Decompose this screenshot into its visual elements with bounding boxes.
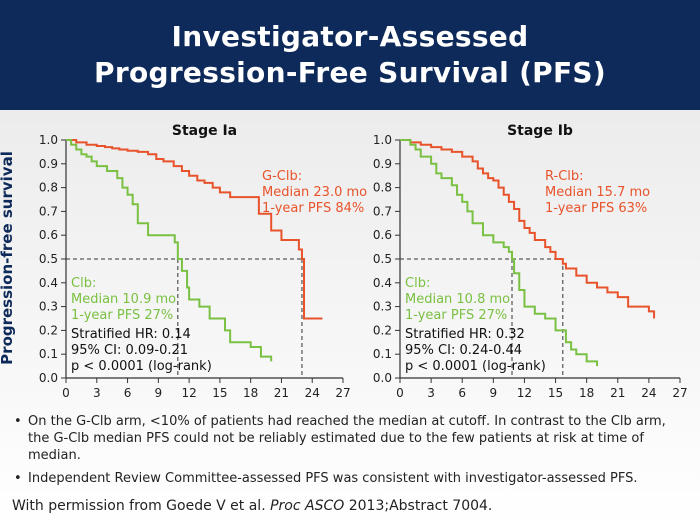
y-tick-label: 0.3 xyxy=(373,300,392,314)
y-tick-label: 0.4 xyxy=(39,276,58,290)
series-label: G-Clb: xyxy=(262,169,302,184)
x-tick-label: 15 xyxy=(212,386,227,400)
x-tick-label: 21 xyxy=(274,386,289,400)
stats-text: p < 0.0001 (log-rank) xyxy=(71,359,212,374)
x-tick-label: 0 xyxy=(396,386,404,400)
y-tick-label: 0.4 xyxy=(373,276,392,290)
y-tick-label: 0.5 xyxy=(373,252,392,266)
x-tick-label: 9 xyxy=(490,386,498,400)
x-tick-label: 0 xyxy=(62,386,70,400)
y-tick-label: 0.6 xyxy=(39,228,58,242)
x-tick-label: 12 xyxy=(517,386,532,400)
stats-text: 95% CI: 0.09-0.21 xyxy=(71,343,188,358)
y-tick-label: 0.6 xyxy=(373,228,392,242)
x-tick-label: 3 xyxy=(93,386,101,400)
x-tick-label: 6 xyxy=(458,386,466,400)
chart-title: Stage Ib xyxy=(507,123,573,139)
y-axis-label: Progression-free survival xyxy=(0,151,16,365)
slide-header: Investigator-Assessed Progression-Free S… xyxy=(0,0,700,110)
series-label: Median 15.7 mo xyxy=(545,185,650,200)
bullet-item-2: • Independent Review Committee-assessed … xyxy=(12,470,690,487)
y-tick-label: 0.7 xyxy=(373,204,392,218)
y-tick-label: 0.5 xyxy=(39,252,58,266)
y-tick-label: 0.9 xyxy=(39,157,58,171)
y-tick-label: 1.0 xyxy=(39,133,58,147)
x-tick-label: 24 xyxy=(641,386,656,400)
credit-suffix: 2013;Abstract 7004. xyxy=(344,498,493,514)
series-label: R-Clb: xyxy=(545,169,584,184)
credit-line: With permission from Goede V et al. Proc… xyxy=(12,498,492,514)
survival-curve-r-clb xyxy=(400,139,656,319)
series-label: Median 23.0 mo xyxy=(262,185,367,200)
survival-curve-clb xyxy=(66,139,273,362)
survival-curve-g-clb xyxy=(66,139,323,320)
y-tick-label: 0.8 xyxy=(373,181,392,195)
stats-text: Stratified HR: 0.32 xyxy=(405,327,525,342)
series-label: 1-year PFS 63% xyxy=(545,201,647,216)
slide-body xyxy=(0,110,700,525)
bullet-text-1: On the G-Clb arm, <10% of patients had r… xyxy=(28,414,666,463)
series-label: Clb: xyxy=(71,276,96,291)
series-label: 1-year PFS 27% xyxy=(405,308,507,323)
y-tick-label: 0.2 xyxy=(39,323,58,337)
x-tick-label: 18 xyxy=(243,386,258,400)
x-tick-label: 27 xyxy=(672,386,687,400)
bullet-dot-icon: • xyxy=(14,414,22,429)
x-tick-label: 21 xyxy=(610,386,625,400)
bullet-list: • On the G-Clb arm, <10% of patients had… xyxy=(12,413,690,493)
x-tick-label: 27 xyxy=(335,386,350,400)
x-tick-label: 9 xyxy=(155,386,163,400)
x-tick-label: 12 xyxy=(181,386,196,400)
series-label: Clb: xyxy=(405,276,430,291)
pfs-charts: Stage Ia 0.0 0.1 0.2 0.3 0.4 0.5 0.6 0.7 0.8 0.9 1.… xyxy=(39,123,688,400)
x-tick-label: 15 xyxy=(548,386,563,400)
y-tick-label: 0.0 xyxy=(39,371,58,385)
y-tick-label: 0.1 xyxy=(373,347,392,361)
survival-curve-clb xyxy=(400,139,599,367)
slide-title-line-1: Investigator-Assessed xyxy=(171,20,529,53)
chart-title: Stage Ia xyxy=(172,123,237,139)
chart-stage-ia: Stage Ia 0.0 0.1 0.2 0.3 0.4 0.5 0.6 0.7 0.8 0.9 1.… xyxy=(39,123,367,400)
x-tick-label: 3 xyxy=(427,386,435,400)
y-tick-label: 0.2 xyxy=(373,323,392,337)
y-axis-label-text: Progression-free survival xyxy=(0,151,16,365)
chart-stage-ib: Stage Ib 0.0 0.1 0.2 0.3 0.4 0.5 0.6 0.7 0.8 0.9 1.… xyxy=(373,123,688,400)
slide-title-line-2: Progression-Free Survival (PFS) xyxy=(94,56,606,89)
y-tick-label: 0.8 xyxy=(39,181,58,195)
bullet-text-2: Independent Review Committee-assessed PF… xyxy=(28,471,638,486)
stats-text: Stratified HR: 0.14 xyxy=(71,327,191,342)
y-tick-label: 0.3 xyxy=(39,300,58,314)
y-tick-label: 0.1 xyxy=(39,347,58,361)
series-label: Median 10.9 mo xyxy=(71,292,176,307)
credit-journal: Proc ASCO xyxy=(270,498,345,514)
bullet-item-1: • On the G-Clb arm, <10% of patients had… xyxy=(12,413,690,464)
series-label: Median 10.8 mo xyxy=(405,292,510,307)
stats-text: 95% CI: 0.24-0.44 xyxy=(405,343,522,358)
x-tick-label: 24 xyxy=(305,386,320,400)
credit-prefix: With permission from Goede V et al. xyxy=(12,498,271,514)
series-label: 1-year PFS 27% xyxy=(71,308,173,323)
stats-text: p < 0.0001 (log-rank) xyxy=(405,359,546,374)
series-label: 1-year PFS 84% xyxy=(262,201,364,216)
x-tick-label: 18 xyxy=(579,386,594,400)
y-tick-label: 0.7 xyxy=(39,204,58,218)
y-tick-label: 1.0 xyxy=(373,133,392,147)
x-tick-label: 6 xyxy=(124,386,132,400)
bullet-dot-icon: • xyxy=(14,471,22,486)
y-tick-label: 0.0 xyxy=(373,371,392,385)
y-tick-label: 0.9 xyxy=(373,157,392,171)
